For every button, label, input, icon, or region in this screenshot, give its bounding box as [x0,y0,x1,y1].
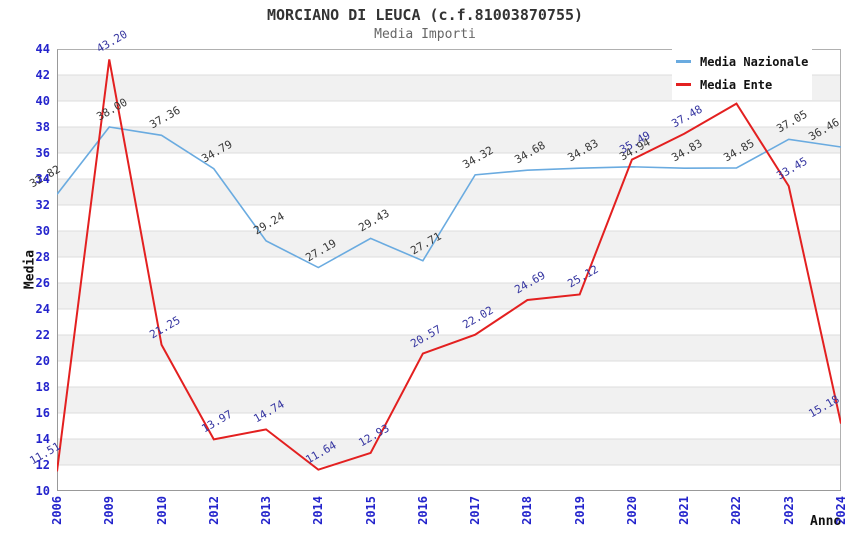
chart-subtitle: Media Importi [374,27,476,42]
y-tick-label: 24 [35,302,50,316]
x-tick-label: 2024 [834,496,848,525]
chart-svg [56,48,842,492]
legend-label: Media Ente [700,77,773,92]
legend-item: Media Ente [676,73,812,96]
y-tick-label: 44 [35,42,50,56]
y-tick-label: 36 [35,146,50,160]
plot-band [57,179,841,205]
x-tick-label: 2016 [415,496,430,525]
plot-area [56,48,842,492]
x-tick-label: 2014 [311,496,326,525]
plot-band [57,387,841,413]
y-tick-label: 32 [35,198,50,212]
legend-item: Media Nazionale [676,50,812,73]
plot-band [57,335,841,361]
x-tick-label: 2017 [468,496,483,525]
x-tick-label: 2015 [363,496,378,525]
plot-band [57,465,841,491]
plot-band [57,413,841,439]
plot-band [57,153,841,179]
y-tick-label: 38 [35,120,50,134]
x-tick-label: 2006 [50,496,64,525]
x-tick-label: 2018 [520,496,535,525]
plot-band [57,101,841,127]
series-line-media-ente [56,59,842,472]
y-tick-label: 28 [35,250,50,264]
plot-band [57,231,841,257]
plot-band [57,361,841,387]
y-tick-label: 18 [35,380,50,394]
x-axis-title: Anno [810,514,842,529]
plot-band [57,257,841,283]
y-tick-label: 10 [35,484,50,498]
y-tick-label: 42 [35,68,50,82]
y-tick-label: 12 [35,458,50,472]
x-tick-label: 2020 [624,496,639,525]
legend: Media Nazionale Media Ente [672,48,812,100]
plot-band [57,127,841,153]
x-tick-label: 2022 [729,496,744,525]
plot-band [57,309,841,335]
x-tick-label: 2021 [677,496,692,525]
legend-line-marker-icon [676,83,691,86]
plot-band [57,283,841,309]
legend-label: Media Nazionale [700,54,809,69]
y-tick-label: 20 [35,354,50,368]
x-tick-label: 2012 [206,496,221,525]
x-tick-label: 2009 [102,496,117,525]
y-tick-label: 40 [35,94,50,108]
x-tick-label: 2023 [781,496,796,525]
y-tick-label: 14 [35,432,50,446]
y-tick-label: 34 [35,172,50,186]
legend-line-marker-icon [676,60,691,63]
chart-title: MORCIANO DI LEUCA (c.f.81003870755) [266,6,584,24]
x-tick-label: 2010 [154,496,169,525]
y-tick-label: 22 [35,328,50,342]
y-tick-label: 26 [35,276,50,290]
x-tick-label: 2019 [572,496,587,525]
y-tick-label: 30 [35,224,50,238]
y-tick-label: 16 [35,406,50,420]
series-line-media-nazionale [56,126,842,269]
x-tick-label: 2013 [259,496,274,525]
plot-band [57,439,841,465]
